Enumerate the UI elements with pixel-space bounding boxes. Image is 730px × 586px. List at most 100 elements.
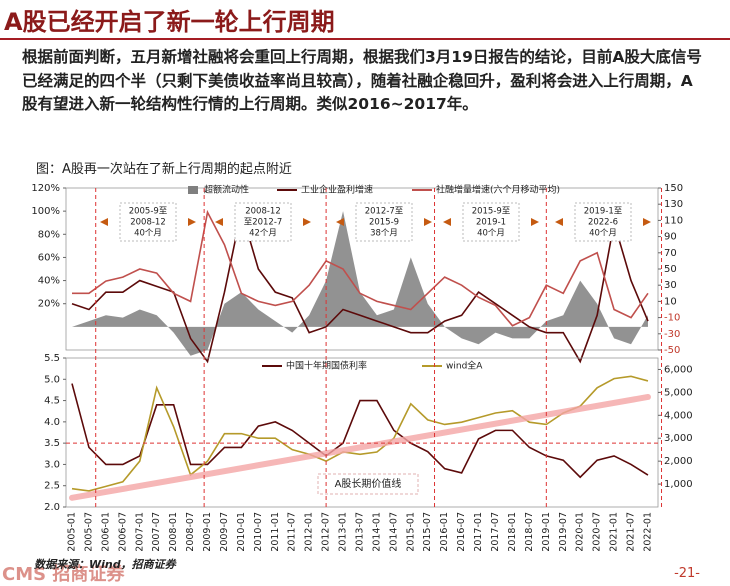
y2-tick-label: 2,000 <box>664 456 693 467</box>
line <box>71 375 649 492</box>
annotation-text: 38个月 <box>370 229 398 239</box>
x-tick-label: 2011-07 <box>287 512 298 552</box>
annotation-box <box>462 202 520 242</box>
annotation-box <box>574 202 632 242</box>
x-tick-label: 2017-01 <box>473 512 484 552</box>
line <box>72 209 649 327</box>
y2-tick-label: 10 <box>664 296 677 307</box>
annotation-text: 40个月 <box>134 229 162 239</box>
x-tick-label: 2022-01 <box>642 512 653 552</box>
y2-tick-label: -10 <box>664 313 680 324</box>
y2-tick-label: 4,000 <box>664 410 693 421</box>
y2-tick-label: 1,000 <box>664 479 693 490</box>
annotation-text: 2008-12 <box>245 207 281 217</box>
x-tick-label: 2013-01 <box>338 512 349 552</box>
annotation-text: 2008-12 <box>130 218 166 228</box>
x-tick-label: 2016-07 <box>456 512 467 552</box>
y2-tick-label: 70 <box>664 248 677 259</box>
x-tick-label: 2012-01 <box>304 512 315 552</box>
x-tick-label: 2020-07 <box>592 512 603 552</box>
x-tick-label: 2006-01 <box>100 512 111 552</box>
x-tick-label: 2014-07 <box>388 512 399 552</box>
x-tick-label: 2021-07 <box>626 512 637 552</box>
x-tick-label: 2020-01 <box>575 512 586 552</box>
x-tick-label: 2014-01 <box>371 512 382 552</box>
annotation-box <box>119 202 177 242</box>
x-tick-label: 2018-07 <box>524 512 535 552</box>
y2-tick-label: -50 <box>664 345 680 356</box>
annotation-text: 2012-7至 <box>365 207 404 217</box>
annotation-box <box>234 202 292 242</box>
legend-swatch <box>188 186 198 194</box>
x-tick-label: 2013-07 <box>354 512 365 552</box>
x-tick-label: 2021-01 <box>609 512 620 552</box>
legend-label: wind全A <box>446 360 483 372</box>
y-tick-label: 60% <box>38 252 60 263</box>
y-tick-label: 4.5 <box>44 396 60 407</box>
logo: CMS 招商证券 <box>2 564 125 585</box>
x-tick-label: 2016-01 <box>439 512 450 552</box>
trend-label-box <box>317 473 419 495</box>
x-tick-label: 2012-07 <box>321 512 332 552</box>
annotation-text: 2015-9至 <box>472 207 511 217</box>
x-tick-label: 2019-07 <box>558 512 569 552</box>
y-tick-label: 20% <box>38 299 60 310</box>
annotation-text: 至2012-7 <box>244 218 283 228</box>
x-tick-label: 2008-07 <box>185 512 196 552</box>
x-tick-label: 2019-01 <box>541 512 552 552</box>
y2-tick-label: 30 <box>664 280 677 291</box>
x-tick-label: 2009-01 <box>202 512 213 552</box>
x-tick-label: 2015-01 <box>405 512 416 552</box>
y-tick-label: 120% <box>31 183 60 194</box>
y2-tick-label: 50 <box>664 264 677 275</box>
x-tick-label: 2015-07 <box>422 512 433 552</box>
annotation-text: 2019-1 <box>476 218 506 228</box>
legend-label: 工业企业盈利增速 <box>301 184 373 196</box>
annotation-text: 2015-9 <box>369 218 399 228</box>
title-rule <box>0 38 730 40</box>
body-text: 根据前面判断，五月新增社融将会重回上行周期，根据我们3月19日报告的结论，目前A… <box>22 48 702 113</box>
y2-tick-label: 150 <box>664 183 683 194</box>
x-tick-label: 2017-07 <box>490 512 501 552</box>
x-tick-label: 2018-01 <box>507 512 518 552</box>
x-tick-label: 2005-01 <box>67 512 78 552</box>
trend-line <box>69 393 651 501</box>
x-tick-label: 2005-07 <box>83 512 94 552</box>
x-tick-label: 2007-01 <box>134 512 145 552</box>
page-number: -21- <box>674 566 700 581</box>
title: A股已经开启了新一轮上行周期 <box>4 8 335 36</box>
x-tick-label: 2011-01 <box>270 512 281 552</box>
y-tick-label: 4.0 <box>44 417 60 428</box>
y2-tick-label: 6,000 <box>664 364 693 375</box>
figure-caption: 图：A股再一次站在了新上行周期的起点附近 <box>36 162 292 177</box>
x-tick-label: 2010-01 <box>236 512 247 552</box>
annotation-text: 42个月 <box>249 229 277 239</box>
x-tick-label: 2008-01 <box>168 512 179 552</box>
y2-tick-label: 5,000 <box>664 387 693 398</box>
y2-tick-label: 3,000 <box>664 433 693 444</box>
y-tick-label: 5.5 <box>44 353 60 364</box>
source: 数据来源：Wind，招商证券 <box>34 558 176 571</box>
x-tick-label: 2010-07 <box>253 512 264 552</box>
y-tick-label: 5.0 <box>44 374 60 385</box>
y-tick-label: 100% <box>31 206 60 217</box>
y2-tick-label: -30 <box>664 329 680 340</box>
annotation-text: 40个月 <box>589 229 617 239</box>
y2-tick-label: 90 <box>664 232 677 243</box>
annotation-box <box>355 202 413 242</box>
line <box>71 210 649 364</box>
y-tick-label: 80% <box>38 229 60 240</box>
annotation-text: 2005-9至 <box>129 207 168 217</box>
plot-frame <box>65 357 659 508</box>
y-tick-label: 40% <box>38 276 60 287</box>
y2-tick-label: 110 <box>664 215 683 226</box>
annotation-text: 2022-6 <box>588 218 618 228</box>
y-tick-label: 2.0 <box>44 502 60 513</box>
y2-tick-label: 130 <box>664 199 683 210</box>
line <box>71 383 649 479</box>
legend-label: 社融增量增速(六个月移动平均) <box>436 184 560 196</box>
x-tick-label: 2007-07 <box>151 512 162 552</box>
x-tick-label: 2009-07 <box>219 512 230 552</box>
